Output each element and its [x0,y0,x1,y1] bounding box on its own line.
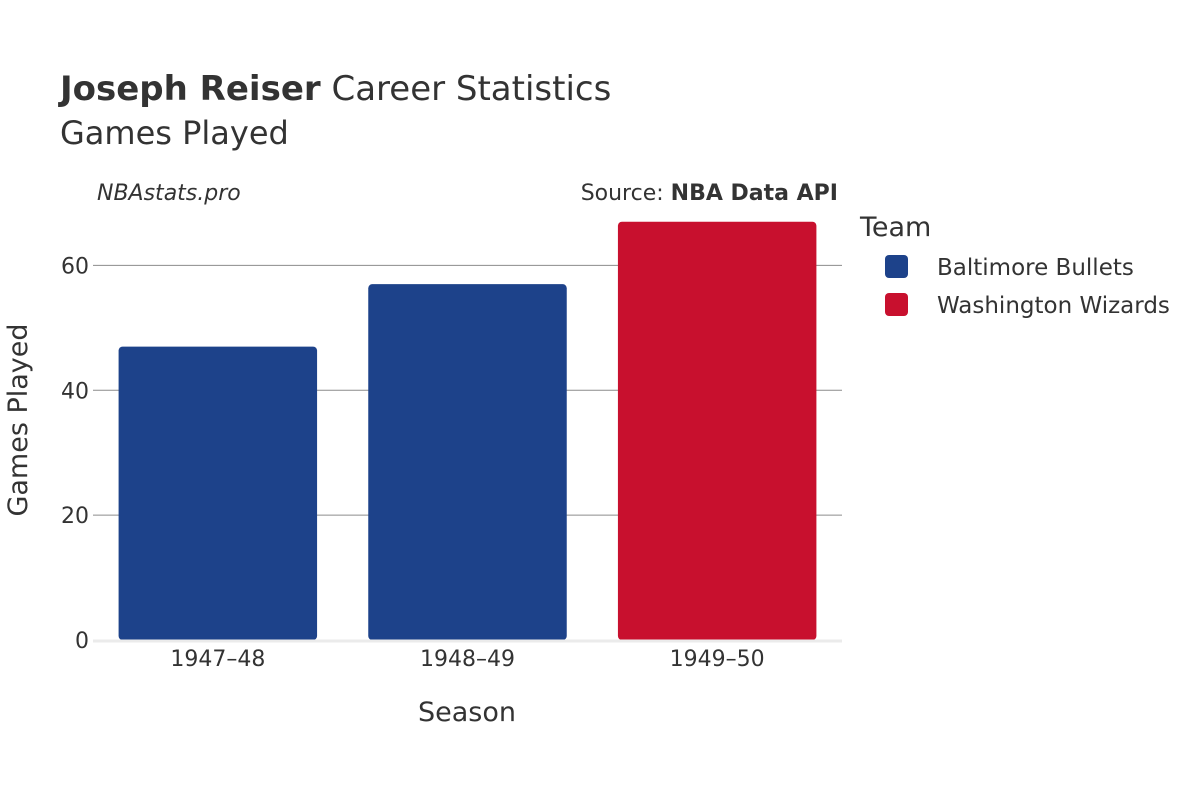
y-tick-label: 60 [61,254,89,279]
legend-item-label: Washington Wizards [937,293,1170,319]
legend: Team Baltimore Bullets Washington Wizards [859,212,1170,319]
x-tick-label: 1947–48 [170,647,265,672]
bar [118,346,318,640]
legend-swatch [885,293,908,316]
player-name: Joseph Reiser [58,69,321,109]
title-rest: Career Statistics [321,69,612,109]
y-tick-label: 40 [61,379,89,404]
x-axis-title: Season [418,697,516,728]
bars [93,221,842,643]
source-label: Source: NBA Data API [581,181,838,206]
legend-title: Team [859,212,931,243]
y-tick-label: 0 [75,629,89,654]
y-ticks: 0 20 40 60 [61,254,89,654]
brand-label: NBAstats.pro [97,181,241,206]
source-name: NBA Data API [671,181,838,206]
bar [368,284,567,640]
x-tick-label: 1948–49 [420,647,515,672]
chart-title: Joseph Reiser Career Statistics [58,69,611,109]
legend-swatch [885,255,908,278]
source-prefix: Source: [581,181,671,206]
x-tick-label: 1949–50 [670,647,765,672]
bar [617,221,817,640]
chart-subtitle: Games Played [60,114,289,152]
y-tick-label: 20 [61,504,89,529]
x-ticks: 1947–48 1948–49 1949–50 [170,647,764,672]
legend-item-label: Baltimore Bullets [937,255,1134,281]
y-axis-title: Games Played [3,323,34,516]
